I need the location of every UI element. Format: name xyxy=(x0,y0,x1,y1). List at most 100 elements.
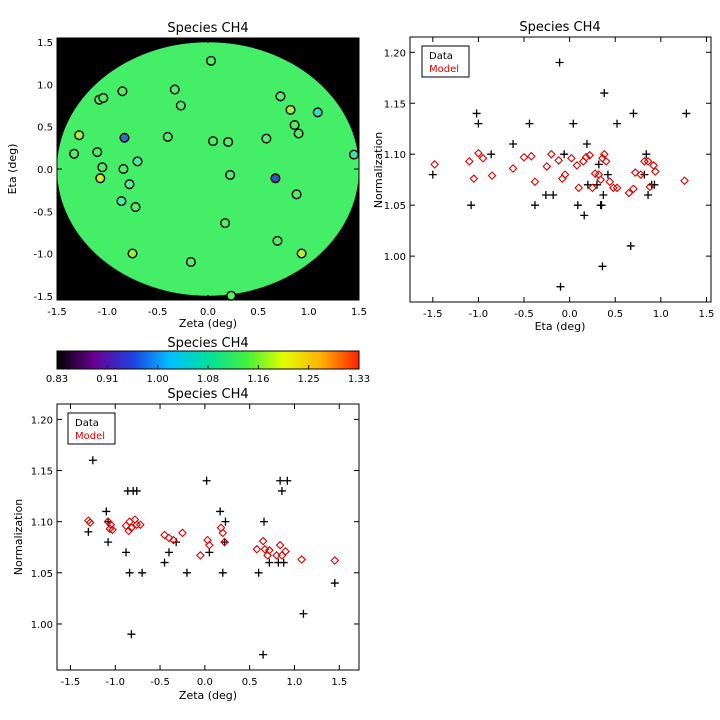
zeta-plot-model-point xyxy=(258,536,268,546)
map-point xyxy=(185,256,196,267)
eta-plot-x-tick-label: 1.5 xyxy=(698,309,714,320)
eta-plot-data-point xyxy=(597,201,606,210)
colorbar-title: Species CH4 xyxy=(167,336,248,351)
map-point-highlighted xyxy=(296,248,307,259)
zeta-plot-model-point xyxy=(135,520,145,530)
zeta-plot-model-point xyxy=(220,537,229,547)
zeta-plot-data-series xyxy=(84,425,339,659)
eta-plot-y-tick-label: 1.20 xyxy=(384,48,406,59)
map-point xyxy=(275,91,286,102)
map-x-tick-label: 1.0 xyxy=(301,307,317,318)
map-y-axis-label: Eta (deg) xyxy=(6,144,19,195)
map-point xyxy=(225,169,236,180)
zeta-plot-model-point xyxy=(218,528,228,538)
zeta-plot-data-point xyxy=(104,538,113,547)
eta-plot-model-point xyxy=(464,156,474,166)
zeta-plot-legend: Data Model xyxy=(67,412,116,445)
eta-plot-x-tick-label: 0.0 xyxy=(562,309,578,320)
eta-plot-model-point xyxy=(601,156,611,166)
eta-plot-data-point xyxy=(555,58,564,67)
map-y-tick-label: 1.5 xyxy=(37,38,53,49)
eta-plot-data-point xyxy=(541,190,550,199)
zeta-plot-model-point xyxy=(169,535,178,545)
map-x-ticks: -1.5 -1.0 -0.5 0.0 0.5 1.0 1.5 -1.5 -1.0 -0.5 0.0 0… xyxy=(33,38,367,318)
zeta-plot-x-tick-label: -1.0 xyxy=(105,677,125,688)
map-y-tick-label: 0.5 xyxy=(37,123,53,134)
zeta-plot-model-point xyxy=(281,546,290,556)
map-x-tick-label: -1.5 xyxy=(47,307,67,318)
zeta-plot-data-point xyxy=(165,548,174,557)
eta-plot-model-point xyxy=(630,168,640,177)
eta-plot-model-point xyxy=(636,170,646,179)
zeta-plot-model-point xyxy=(127,523,136,533)
map-point xyxy=(206,55,217,66)
eta-plot-model-point xyxy=(474,148,483,158)
eta-plot-data-point xyxy=(626,241,635,250)
zeta-plot-data-point xyxy=(260,517,269,526)
map-y-tick-label: 1.0 xyxy=(37,80,53,91)
zeta-plot-data-point xyxy=(125,568,134,577)
zeta-plot-model-point xyxy=(330,556,340,565)
map-point xyxy=(293,128,304,139)
zeta-plot-x-tick-label: 1.0 xyxy=(287,677,303,688)
map-point xyxy=(220,218,231,229)
zeta-plot-x-tick-label: 1.5 xyxy=(331,677,347,688)
map-point xyxy=(208,136,219,147)
zeta-plot-data-point xyxy=(205,548,214,557)
eta-plot-data-point xyxy=(467,201,476,210)
colorbar-tick-label: 1.08 xyxy=(197,374,219,385)
eta-plot-model-point xyxy=(609,183,618,193)
map-y-tick-label: 0.0 xyxy=(37,165,53,176)
map-point-highlighted xyxy=(124,179,135,190)
zeta-plot-x-tick-label: 0.0 xyxy=(197,677,213,688)
zeta-plot-data-point xyxy=(182,568,191,577)
eta-plot-model-point xyxy=(650,167,660,176)
zeta-plot-model-point xyxy=(265,545,274,555)
zeta-plot-data-point xyxy=(276,476,285,485)
zeta-plot-data-point xyxy=(218,568,227,577)
eta-plot-y-axis-label: Normalization xyxy=(372,132,385,208)
map-point-highlighted xyxy=(116,196,127,207)
zeta-plot-x-tick-label: 0.5 xyxy=(242,677,258,688)
eta-plot-legend: Data Model xyxy=(421,45,470,78)
zeta-plot-model-point xyxy=(124,526,134,536)
eta-plot-title: Species CH4 xyxy=(519,20,600,35)
map-field xyxy=(57,42,359,296)
eta-plot-ticks: -1.5 -1.0 -0.5 0.0 0.5 1.0 1.5 1.00 1.05 1.10 1.15… xyxy=(384,37,714,320)
eta-plot-model-point xyxy=(519,152,529,162)
zeta-plot-data-point xyxy=(279,558,288,567)
zeta-plot-data-point xyxy=(84,527,93,536)
eta-plot-model-point xyxy=(581,152,591,162)
eta-plot-data-point xyxy=(428,170,437,179)
eta-plot-model-point xyxy=(629,184,638,194)
zeta-plot-model-point xyxy=(252,544,262,554)
map-x-tick-label: 1.5 xyxy=(351,307,367,318)
eta-plot-model-point xyxy=(624,188,634,198)
eta-plot-model-point xyxy=(567,153,576,163)
map-point xyxy=(226,290,237,301)
eta-plot-data-point xyxy=(560,150,569,159)
zeta-plot-model-point xyxy=(160,530,169,540)
map-point-highlighted xyxy=(285,104,296,115)
eta-plot-model-point xyxy=(526,151,536,161)
map-point xyxy=(98,93,109,104)
zeta-plot-model-point xyxy=(108,525,117,535)
legend-data-label: Data xyxy=(429,51,453,62)
map-y-tick-label: -1.5 xyxy=(33,292,53,303)
map-y-tick-label: -0.5 xyxy=(33,207,53,218)
zeta-plot-data-point xyxy=(132,486,141,495)
eta-plot-model-series xyxy=(430,148,689,198)
map-point-highlighted xyxy=(127,248,138,259)
map-x-tick-label: 0.5 xyxy=(250,307,266,318)
zeta-plot-data-point xyxy=(127,630,136,639)
map-panel: Species CH4 -1.5 -1.0 -0.5 0.0 0.5 1.0 1.5-1.5… xyxy=(6,21,367,330)
map-point xyxy=(291,189,302,200)
map-point-highlighted xyxy=(119,132,130,143)
map-title: Species CH4 xyxy=(167,21,248,36)
eta-plot-model-point xyxy=(596,175,606,185)
zeta-plot-model-point xyxy=(164,533,174,543)
eta-plot-data-point xyxy=(474,119,483,128)
eta-plot-model-point xyxy=(680,176,689,186)
map-point-highlighted xyxy=(132,156,143,167)
